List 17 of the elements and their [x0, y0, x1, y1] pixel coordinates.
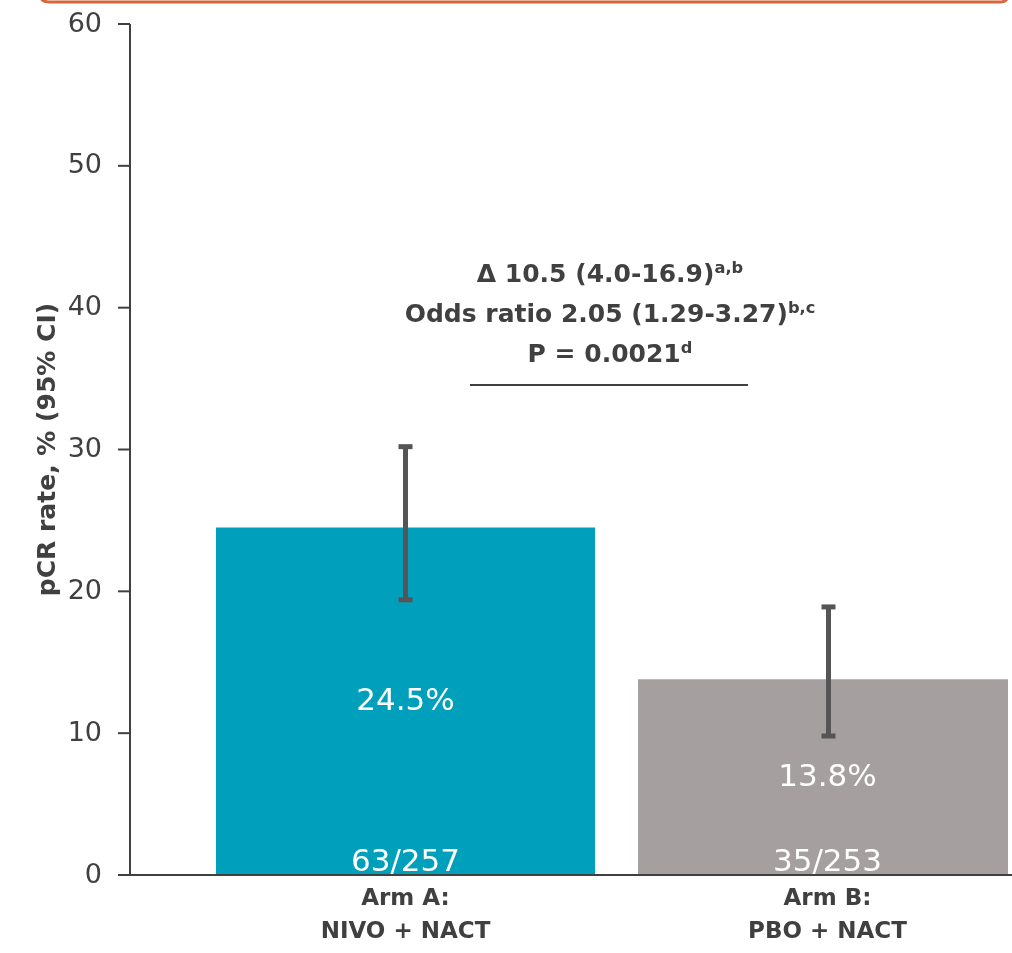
data-label: 13.8% — [778, 756, 877, 793]
annotation: P = 0.0021$^{d}$ — [527, 337, 693, 368]
annotation: Δ 10.5 (4.0-16.9)$^{a,b}$ — [476, 257, 744, 288]
y-axis-title: pCR rate, % (95% CI) — [32, 302, 61, 597]
annotation: Odds ratio 2.05 (1.29-3.27)$^{b,c}$ — [404, 297, 816, 328]
x-tick-label: Arm A: NIVO + NACT — [320, 884, 491, 943]
annotation: 63/257 — [350, 842, 461, 878]
y-tick-label: 50 — [67, 148, 102, 180]
y-tick-label: 10 — [67, 715, 102, 747]
y-tick-label: 0 — [84, 857, 102, 889]
y-tick-label: 60 — [67, 6, 102, 38]
y-tick-label: 30 — [67, 432, 102, 463]
x-tick-label: Arm B: PBO + NACT — [748, 884, 908, 943]
data-label: 24.5% — [356, 680, 455, 717]
y-tick-label: 20 — [67, 573, 102, 605]
annotation: 35/253 — [772, 842, 883, 878]
y-tick-label: 40 — [67, 290, 102, 322]
